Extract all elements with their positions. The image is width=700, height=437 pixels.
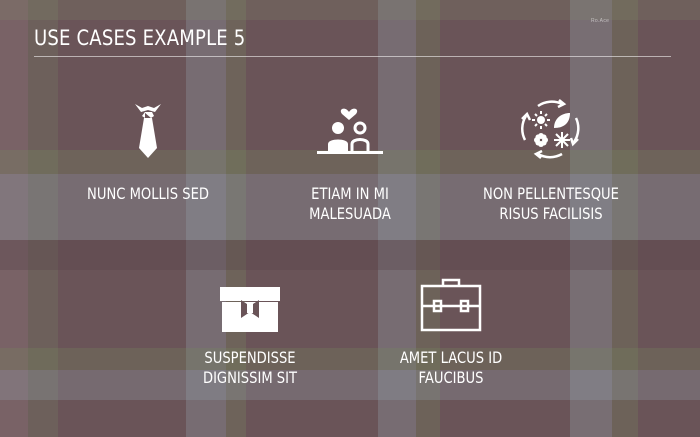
briefcase-icon (420, 276, 482, 332)
plaid-band (0, 0, 700, 20)
couple-love-icon (316, 104, 384, 160)
plaid-stripe (612, 0, 638, 437)
plaid-band (0, 174, 700, 240)
use-case-3: NON PELLENTESQUE RISUS FACILISIS (461, 96, 641, 226)
plaid-stripe (28, 0, 58, 437)
plaid-stripe (570, 0, 612, 437)
use-case-label: ETIAM IN MI MALESUADA (309, 184, 391, 223)
use-case-label: AMET LACUS ID FAUCIBUS (399, 348, 503, 387)
seasons-cycle-icon (518, 98, 584, 160)
plaid-band (0, 348, 700, 370)
use-case-label: NON PELLENTESQUE RISUS FACILISIS (483, 184, 619, 223)
use-case-label: NUNC MOLLIS SED (87, 184, 209, 203)
brand-mark: Ro.Ace (591, 18, 610, 24)
slide-title: USE CASES EXAMPLE 5 (34, 26, 246, 50)
plaid-stripe (378, 0, 416, 437)
necktie-icon (131, 100, 165, 160)
use-case-5: AMET LACUS ID FAUCIBUS (361, 276, 541, 400)
use-case-4: SUSPENDISSE DIGNISSIM SIT (160, 280, 340, 400)
plaid-stripe (186, 0, 226, 437)
plaid-band (0, 370, 700, 400)
plaid-band (0, 240, 700, 270)
gift-box-icon (219, 286, 281, 334)
plaid-stripe (0, 0, 28, 437)
use-case-label: SUSPENDISSE DIGNISSIM SIT (202, 348, 298, 387)
use-case-2: ETIAM IN MI MALESUADA (260, 96, 440, 226)
plaid-stripe (416, 0, 440, 437)
use-case-1: NUNC MOLLIS SED (58, 96, 238, 206)
title-divider (34, 56, 671, 57)
